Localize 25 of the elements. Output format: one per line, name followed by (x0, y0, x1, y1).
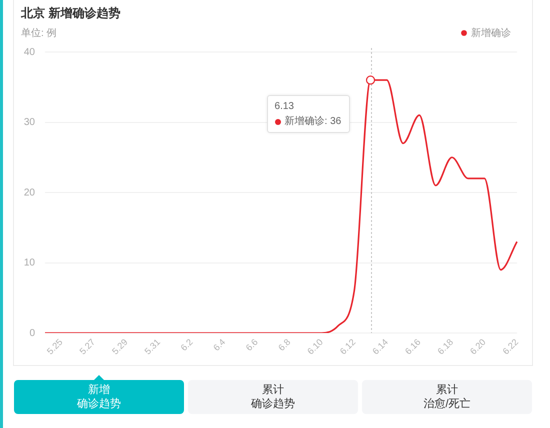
x-tick-label: 6.18 (436, 336, 456, 356)
x-tick-label: 6.8 (276, 336, 292, 353)
y-tick-label: 40 (24, 46, 36, 58)
y-tick-label: 20 (24, 187, 36, 198)
tooltip: 6.13 新增确诊: 36 (266, 95, 350, 134)
y-tick-label: 10 (24, 258, 36, 268)
x-tick-label: 6.20 (468, 336, 488, 356)
annotation: 6.13 (274, 100, 294, 114)
legend-label: 新增确诊 (471, 26, 511, 39)
x-tick-label: 5.31 (142, 336, 162, 356)
x-tick-label: 6.4 (211, 336, 228, 353)
y-tick-label: 0 (29, 328, 36, 339)
tab-button[interactable]: 累计 治愈/死亡 (362, 380, 532, 414)
tab-button[interactable]: 累计 确诊趋势 (188, 380, 358, 414)
chart-title: 北京 新增确诊趋势 (21, 5, 120, 22)
x-tick-label: 6.12 (338, 336, 358, 356)
x-tick-label: 6.16 (403, 336, 423, 356)
x-tick-label: 6.10 (305, 336, 325, 356)
annotation: 新增确诊: 36 (284, 114, 342, 130)
x-tick-label: 6.14 (370, 336, 390, 356)
x-tick-label: 6.6 (244, 336, 260, 353)
y-tick-label: 30 (24, 117, 36, 128)
y-axis-title: 单位: 例 (21, 26, 57, 40)
x-tick-label: 6.22 (500, 336, 520, 356)
x-tick-label: 6.2 (178, 336, 195, 353)
